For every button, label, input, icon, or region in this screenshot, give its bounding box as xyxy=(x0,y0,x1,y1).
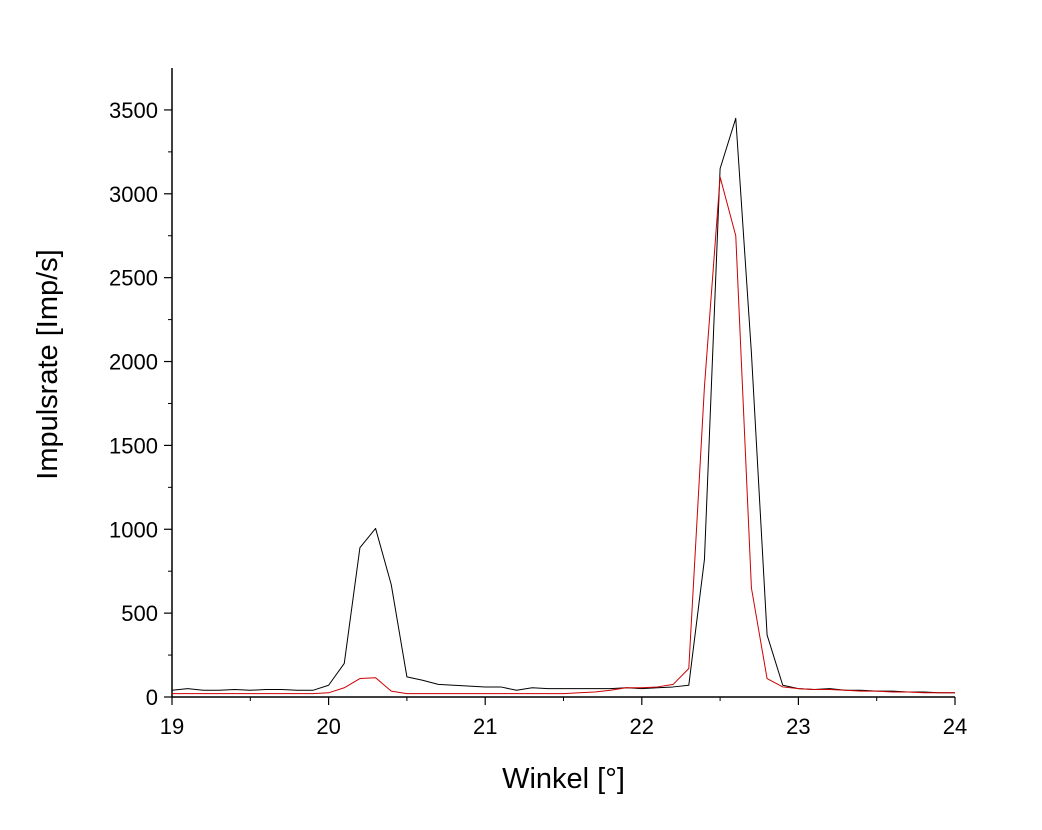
x-tick-label: 23 xyxy=(786,714,810,739)
series-line-1 xyxy=(171,117,955,694)
y-tick-label: 500 xyxy=(121,601,158,626)
y-tick-label: 1000 xyxy=(109,517,158,542)
axes: 0 500 1000 1500 2000 2500 3000 3500 19 20 21 22 23 24 xyxy=(109,68,967,739)
y-axis-title: Impulsrate [Imp/s] xyxy=(32,249,64,479)
y-tick-label: 3000 xyxy=(109,182,158,207)
x-axis-title: Winkel [°] xyxy=(502,763,625,795)
y-tick-label: 1500 xyxy=(109,433,158,458)
y-tick-label: 0 xyxy=(146,685,158,710)
x-tick-label: 19 xyxy=(160,714,184,739)
x-tick-label: 21 xyxy=(473,714,497,739)
y-tick-label: 3500 xyxy=(109,98,158,123)
y-tick-label: 2500 xyxy=(109,266,158,291)
x-tick-label: 22 xyxy=(630,714,654,739)
series-line-2 xyxy=(172,176,955,695)
x-tick-label: 24 xyxy=(943,714,967,739)
x-tick-label: 20 xyxy=(316,714,340,739)
series-layer xyxy=(171,117,955,695)
y-tick-label: 2000 xyxy=(109,350,158,375)
